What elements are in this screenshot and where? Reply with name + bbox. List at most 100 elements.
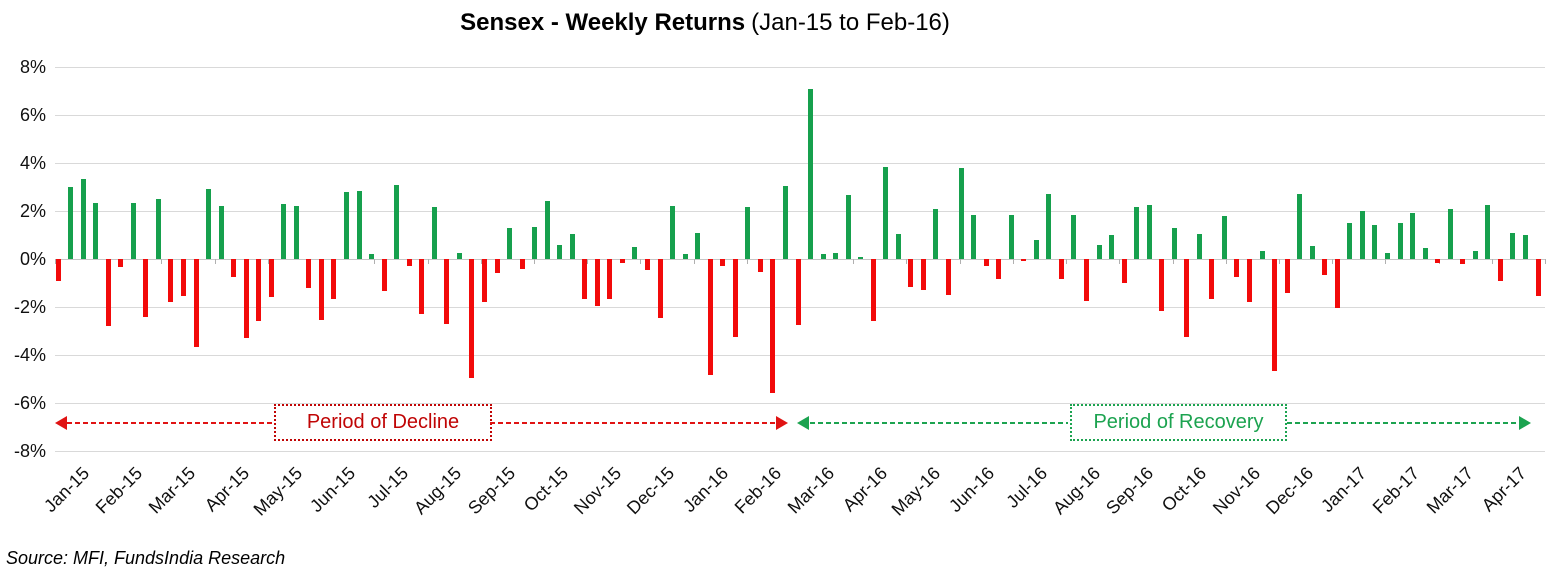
weekly-return-bar [1497, 259, 1503, 281]
weekly-return-bar [168, 259, 174, 303]
weekly-return-bar [833, 253, 839, 259]
recovery-arrowhead-right-icon [1519, 416, 1531, 430]
weekly-return-bar [344, 191, 349, 259]
weekly-return-bar [607, 259, 613, 299]
weekly-return-bar [68, 187, 73, 259]
weekly-return-bar [908, 259, 914, 287]
x-axis-tick-label: Oct-15 [519, 463, 573, 516]
weekly-return-bar [431, 207, 437, 259]
weekly-return-bar [795, 259, 801, 325]
weekly-return-bar [1522, 235, 1528, 259]
weekly-return-bar [1058, 259, 1064, 280]
weekly-return-bar [281, 203, 287, 259]
weekly-return-bar [1447, 208, 1453, 259]
x-axis-tick [587, 259, 589, 264]
x-axis-tick [533, 259, 535, 264]
weekly-return-bar [782, 185, 788, 259]
x-axis-tick [161, 259, 163, 264]
weekly-return-bar [958, 167, 964, 259]
recovery-arrowhead-left-icon [797, 416, 809, 430]
weekly-return-bar [619, 259, 625, 263]
x-axis-tick [746, 259, 748, 264]
decline-dashed-line [490, 422, 776, 424]
y-axis-tick-label: 8% [19, 57, 46, 77]
decline-dashed-line [67, 422, 272, 424]
x-axis-tick [214, 259, 216, 264]
weekly-return-bar [130, 202, 136, 259]
weekly-return-bar [732, 259, 738, 337]
x-axis-tick-label: Mar-17 [1422, 463, 1477, 518]
weekly-return-bar [80, 178, 86, 259]
weekly-return-bar [757, 259, 763, 273]
weekly-return-bar [369, 254, 375, 259]
weekly-return-bar [218, 206, 224, 259]
x-axis-tick [693, 259, 695, 264]
x-axis-tick [1545, 259, 1546, 264]
weekly-return-bar [707, 259, 713, 376]
weekly-return-bar [745, 207, 751, 259]
x-axis-tick [853, 259, 855, 264]
weekly-return-bar [469, 259, 475, 378]
weekly-return-bar [695, 232, 701, 259]
x-axis-tick-label: Sep-16 [1102, 463, 1158, 519]
weekly-return-bar [494, 259, 500, 274]
x-axis-tick-label: Dec-15 [623, 463, 679, 519]
weekly-return-bar [1209, 259, 1215, 299]
weekly-return-bar [1334, 259, 1340, 309]
recovery-dashed-line [810, 422, 1068, 424]
weekly-return-bar [1021, 259, 1027, 262]
x-axis-tick-label: Feb-15 [91, 463, 147, 518]
x-axis-tick [800, 259, 801, 264]
x-axis-tick-label: Oct-16 [1158, 463, 1211, 516]
weekly-return-bar [933, 208, 939, 259]
weekly-return-bar [895, 233, 901, 259]
x-axis-tick-label: Nov-15 [570, 463, 626, 519]
x-axis-tick-label: Sep-15 [463, 463, 519, 519]
x-axis-tick-label: Nov-16 [1208, 463, 1264, 519]
weekly-return-bar [93, 202, 99, 259]
x-axis-tick [1491, 259, 1493, 264]
x-axis-tick-label: Mar-16 [783, 463, 839, 518]
weekly-return-bar [632, 247, 638, 259]
weekly-return-bar [1171, 227, 1177, 259]
weekly-return-bar [507, 227, 512, 259]
x-axis-tick-label: Apr-16 [838, 463, 892, 516]
x-axis-tick [1066, 259, 1068, 264]
weekly-return-bar [569, 233, 575, 259]
x-axis-tick-label: Jan-17 [1317, 463, 1371, 517]
x-axis-tick-label: Jul-16 [1002, 463, 1052, 512]
weekly-return-bar [256, 259, 262, 322]
x-axis-tick-label: Feb-17 [1368, 463, 1424, 518]
weekly-return-bar [682, 254, 688, 259]
weekly-return-bar [670, 206, 676, 259]
y-axis-tick-label: -8% [13, 441, 46, 461]
weekly-return-bar [532, 226, 538, 259]
weekly-return-bar [143, 259, 149, 317]
x-axis-tick [427, 259, 429, 264]
gridline [55, 403, 1545, 404]
weekly-return-bar [381, 259, 387, 292]
y-axis-tick-label: 0% [19, 249, 46, 269]
gridline [55, 163, 1545, 164]
x-axis-tick [1012, 259, 1014, 264]
weekly-return-bar [1159, 259, 1165, 311]
weekly-return-bar [206, 189, 211, 259]
source-note: Source: MFI, FundsIndia Research [6, 548, 286, 568]
y-axis-tick-label: -2% [13, 297, 46, 317]
weekly-return-bar [557, 244, 563, 259]
weekly-return-bar [1347, 223, 1353, 259]
weekly-return-bar [1435, 259, 1441, 263]
weekly-return-bar [306, 259, 312, 288]
weekly-return-bar [820, 254, 826, 259]
weekly-return-bar [193, 259, 199, 347]
weekly-return-bar [1033, 239, 1039, 259]
x-axis-tick [640, 259, 642, 264]
weekly-return-bar [1372, 225, 1378, 259]
weekly-return-bar [870, 259, 876, 322]
x-axis-tick-label: May-15 [249, 463, 307, 520]
x-axis-tick [1385, 259, 1387, 264]
weekly-return-bar [1008, 214, 1014, 259]
weekly-return-bar [1121, 259, 1127, 283]
weekly-return-bar [1460, 259, 1466, 264]
